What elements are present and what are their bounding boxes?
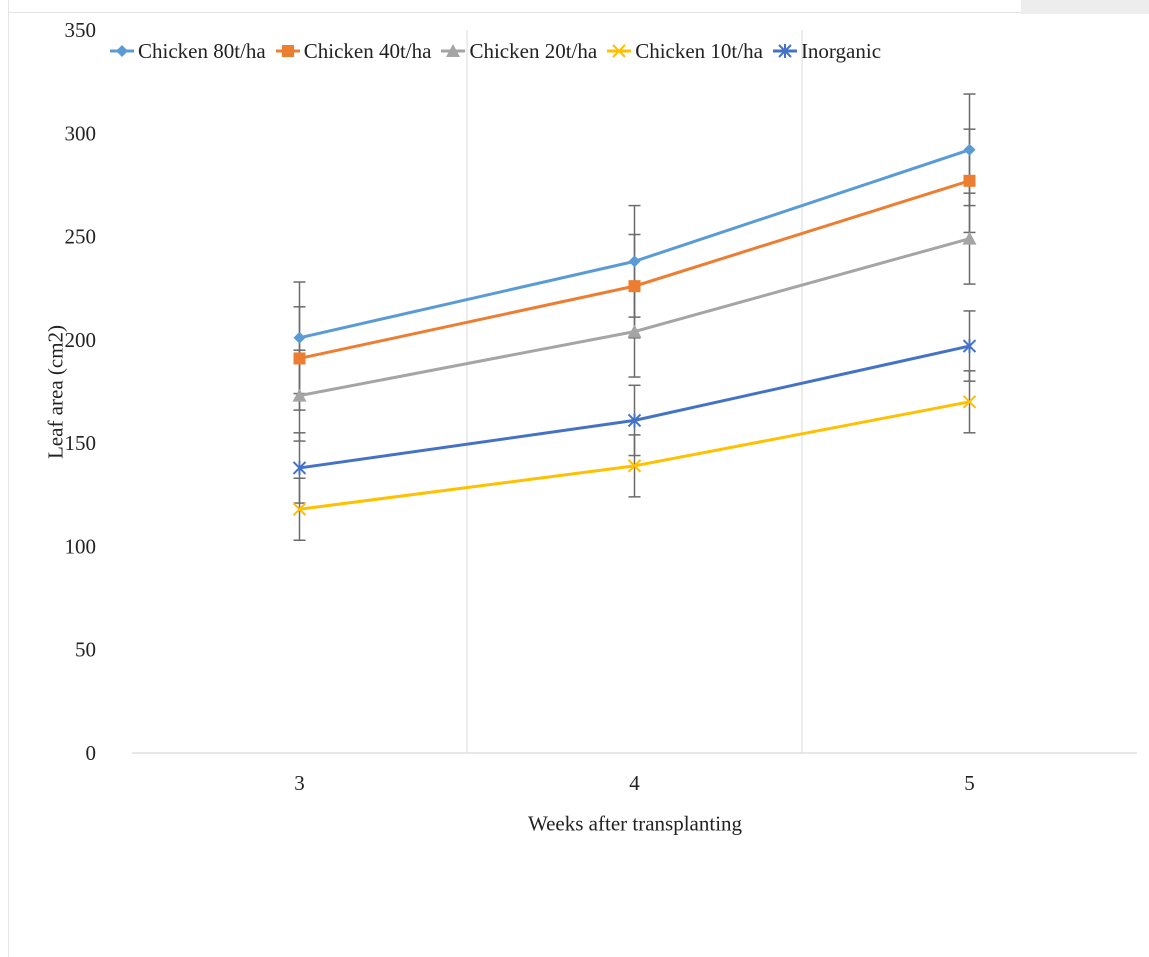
data-point-marker <box>627 413 642 428</box>
star-marker <box>627 413 642 428</box>
data-point-marker <box>292 388 307 402</box>
y-tick-label: 300 <box>65 121 97 145</box>
data-point-marker <box>292 502 307 516</box>
legend-item: Chicken 80t/ha <box>108 39 266 64</box>
square-marker <box>963 174 976 187</box>
legend-swatch <box>772 44 797 58</box>
legend-label: Chicken 80t/ha <box>138 38 266 63</box>
legend-item: Chicken 40t/ha <box>274 38 432 64</box>
legend-item: Chicken 20t/ha <box>439 39 597 64</box>
square-marker <box>281 45 294 57</box>
y-tick-label: 200 <box>65 328 97 352</box>
x-marker <box>962 395 977 409</box>
y-tick-label: 0 <box>86 741 97 765</box>
data-point-marker <box>778 44 792 58</box>
x-marker <box>612 44 626 58</box>
data-point-marker <box>962 339 977 354</box>
square-marker <box>293 352 306 365</box>
diamond-marker <box>116 45 128 57</box>
frame-left-border <box>8 0 9 957</box>
triangle-marker <box>292 388 307 402</box>
x-marker <box>292 502 307 516</box>
data-point-marker <box>116 45 128 57</box>
star-marker <box>778 44 792 58</box>
data-point-marker <box>292 460 307 475</box>
x-marker <box>627 459 642 473</box>
square-marker <box>628 280 641 293</box>
legend-swatch <box>110 45 134 57</box>
triangle-marker <box>627 324 642 338</box>
diamond-marker <box>963 143 976 156</box>
legend-label: Inorganic <box>800 38 882 63</box>
legend-item: Chicken 10t/ha <box>605 39 763 64</box>
y-tick-label: 100 <box>65 534 97 558</box>
x-tick-label: 5 <box>964 771 975 795</box>
data-point-marker <box>627 324 642 338</box>
triangle-marker <box>446 44 461 57</box>
corner-block <box>1021 0 1149 14</box>
legend-swatch <box>275 45 300 57</box>
chart-legend: Chicken 80t/ha Chicken 40t/ha Chicken 20t/… <box>108 38 889 64</box>
y-tick-label: 50 <box>75 638 96 662</box>
diamond-marker <box>293 331 306 344</box>
data-point-marker <box>293 331 306 344</box>
data-point-marker <box>962 231 977 245</box>
y-tick-label: 350 <box>65 18 97 42</box>
data-point-marker <box>963 143 976 156</box>
data-point-marker <box>627 459 642 473</box>
x-axis-label: Weeks after transplanting <box>527 811 743 836</box>
data-point-marker <box>281 45 294 57</box>
legend-label: Chicken 40t/ha <box>303 38 432 63</box>
x-tick-label: 4 <box>629 771 640 795</box>
data-point-marker <box>628 255 641 268</box>
legend-label: Chicken 20t/ha <box>469 38 598 63</box>
star-marker <box>292 460 307 475</box>
data-point-marker <box>446 44 461 57</box>
legend-swatch <box>441 44 466 57</box>
data-point-marker <box>963 174 976 187</box>
legend-label: Chicken 10t/ha <box>635 38 763 63</box>
star-marker <box>962 339 977 354</box>
data-point-marker <box>962 395 977 409</box>
y-tick-label: 150 <box>65 431 97 455</box>
legend-item: Inorganic <box>771 39 881 64</box>
triangle-marker <box>962 231 977 245</box>
data-point-marker <box>293 352 306 365</box>
data-point-marker <box>628 280 641 293</box>
legend-swatch <box>607 44 632 58</box>
y-axis-label: Leaf area (cm2) <box>43 324 68 460</box>
x-tick-label: 3 <box>294 771 305 795</box>
y-tick-label: 250 <box>65 225 97 249</box>
diamond-marker <box>628 255 641 268</box>
frame-top-border <box>8 12 1149 13</box>
data-point-marker <box>612 44 626 58</box>
